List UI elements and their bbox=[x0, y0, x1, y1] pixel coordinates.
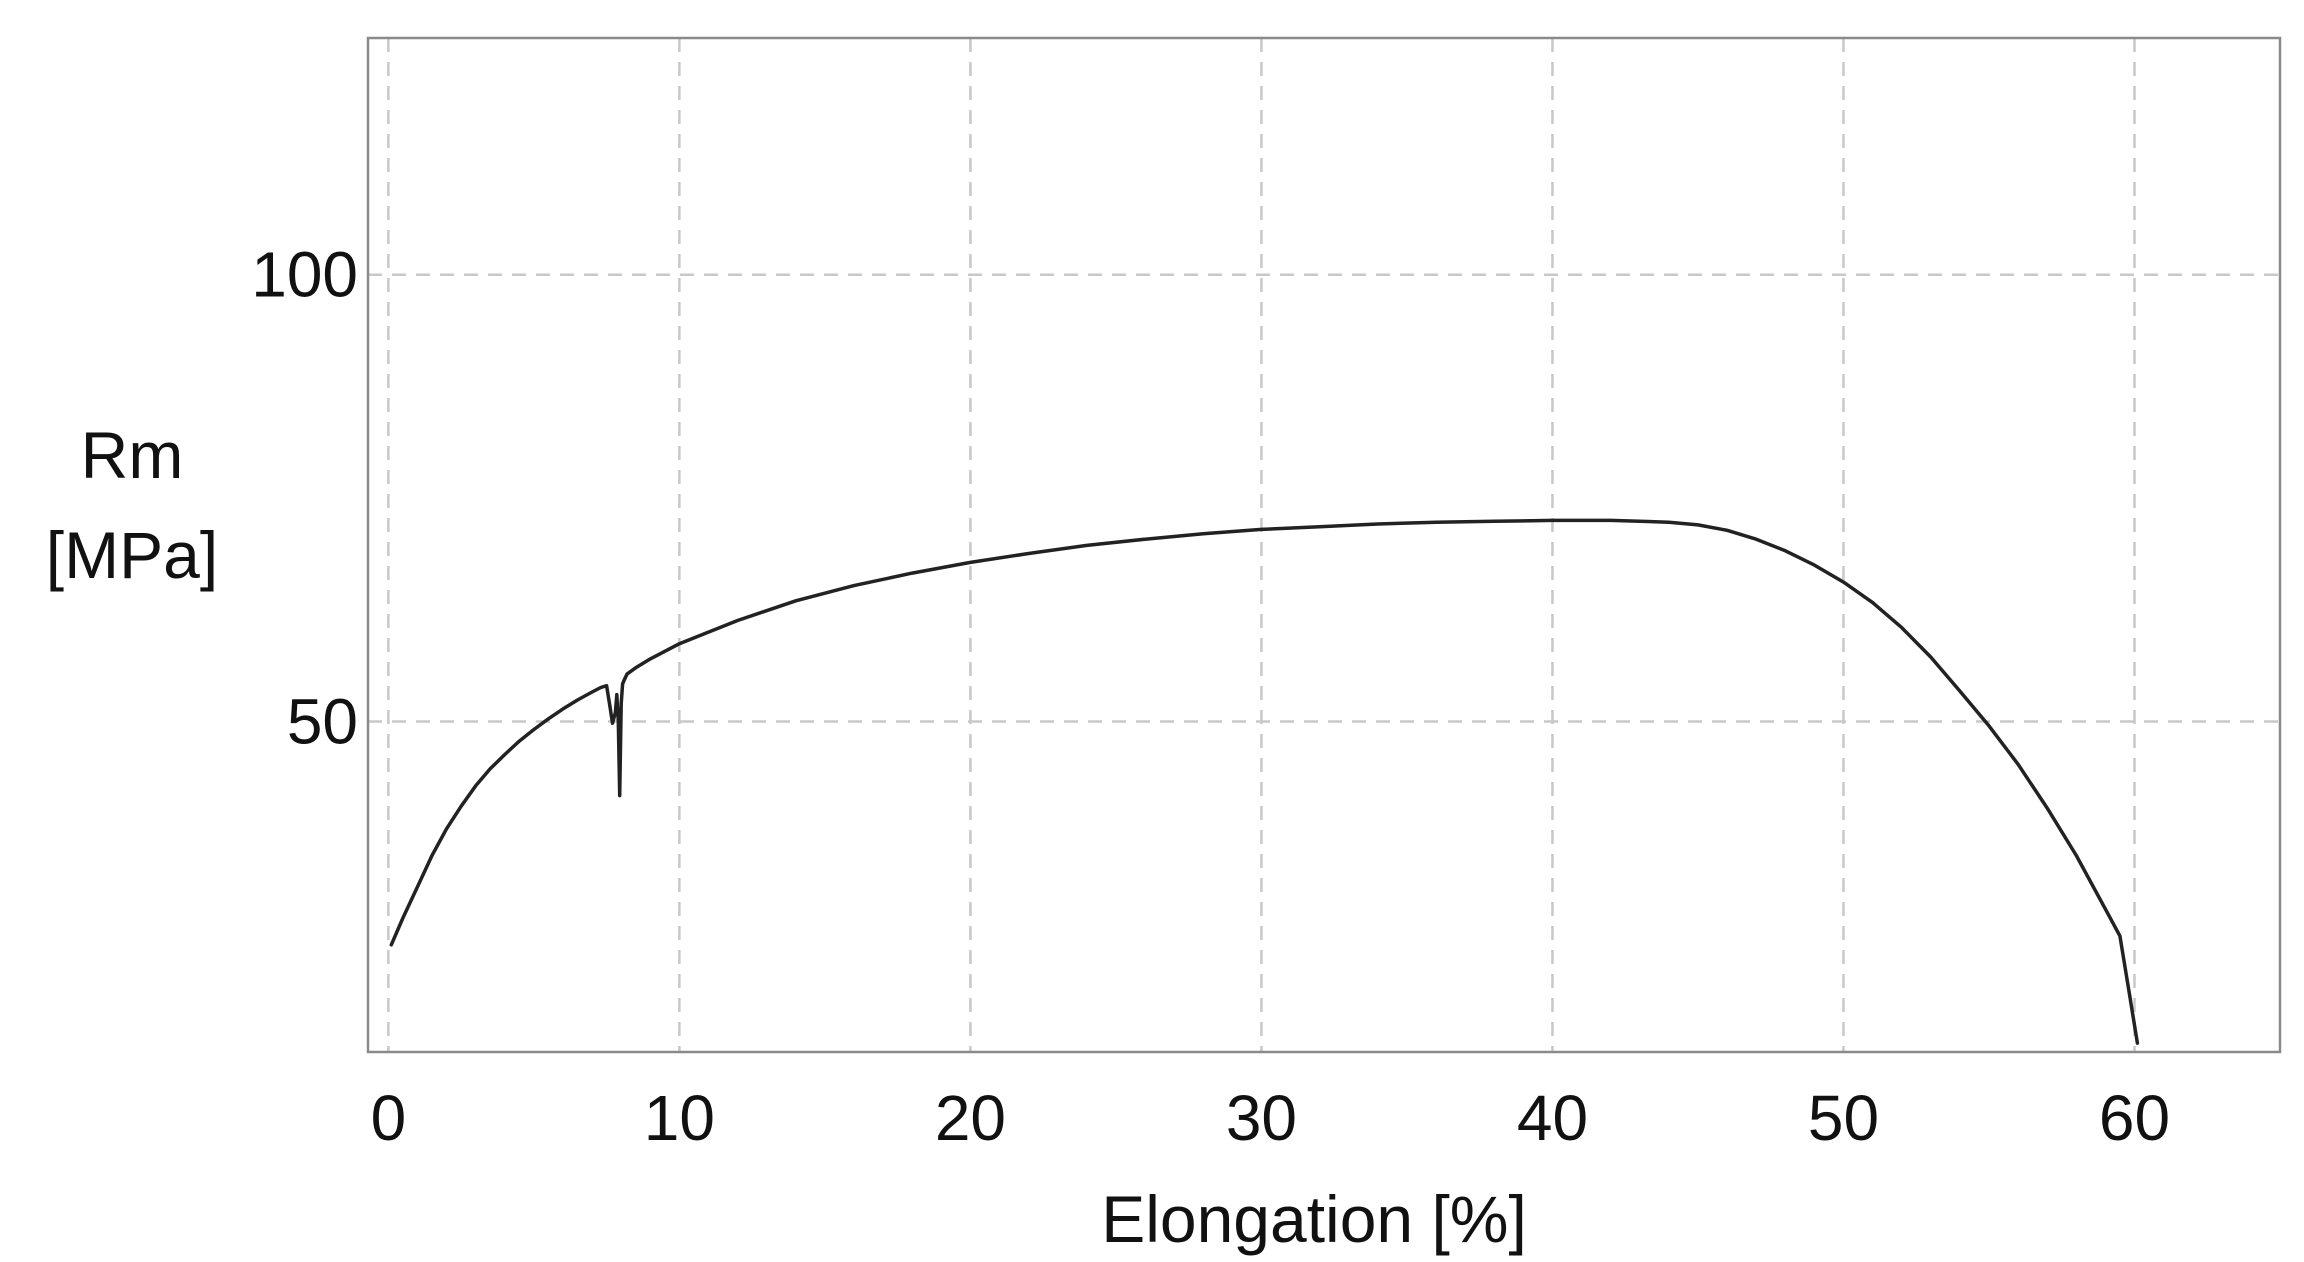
x-tick-label: 60 bbox=[2099, 1082, 2170, 1154]
y-axis-title-line-2: [MPa] bbox=[46, 518, 218, 592]
y-tick-label: 50 bbox=[287, 685, 358, 757]
y-tick-label: 100 bbox=[251, 239, 358, 311]
y-axis-title-line-1: Rm bbox=[81, 418, 184, 492]
x-tick-label: 10 bbox=[644, 1082, 715, 1154]
series-line bbox=[389, 518, 2140, 1045]
grid-lines bbox=[368, 38, 2280, 1052]
x-axis-ticks: 0 10 20 30 40 50 60 bbox=[371, 1082, 2171, 1154]
x-tick-label: 30 bbox=[1226, 1082, 1297, 1154]
x-axis-title: Elongation [%] bbox=[1101, 1182, 1527, 1256]
x-tick-label: 0 bbox=[371, 1082, 407, 1154]
plot-area-frame bbox=[366, 36, 2282, 1054]
x-tick-label: 20 bbox=[935, 1082, 1006, 1154]
x-tick-label: 50 bbox=[1808, 1082, 1879, 1154]
y-axis-ticks: 50 100 bbox=[251, 239, 358, 758]
x-tick-label: 40 bbox=[1517, 1082, 1588, 1154]
data-series-layer bbox=[389, 518, 2140, 1045]
